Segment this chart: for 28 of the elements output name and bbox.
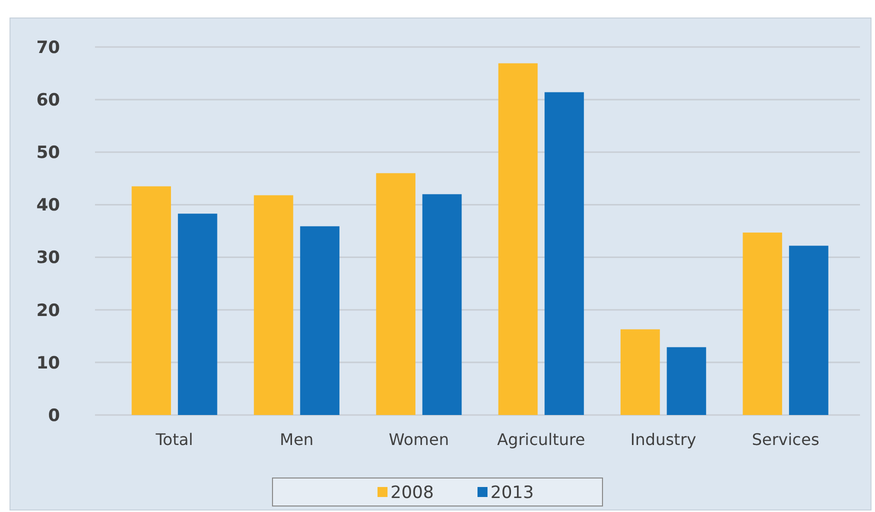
bar (498, 63, 538, 415)
legend-label: 2013 (490, 482, 534, 503)
bar (666, 347, 706, 415)
y-tick-label: 30 (36, 248, 60, 268)
bar (422, 194, 462, 415)
y-tick-label: 50 (36, 143, 60, 164)
y-tick-label: 60 (36, 90, 60, 111)
bar (376, 173, 416, 415)
y-tick-label: 0 (48, 406, 60, 426)
bar (132, 186, 171, 415)
x-tick-label: Total (154, 430, 194, 449)
bar (742, 232, 782, 415)
y-tick-label: 20 (36, 300, 60, 321)
y-tick-label: 70 (36, 38, 60, 58)
bar (544, 92, 584, 415)
bar (620, 329, 660, 415)
legend-label: 2008 (390, 482, 434, 503)
y-tick-label: 10 (36, 353, 60, 374)
x-tick-label: Agriculture (497, 430, 586, 449)
bar (178, 214, 218, 415)
bar (254, 195, 294, 415)
bar (789, 246, 828, 415)
x-tick-label: Women (388, 430, 450, 449)
y-tick-label: 40 (36, 196, 60, 216)
x-tick-label: Industry (630, 430, 696, 449)
x-tick-label: Services (752, 430, 820, 449)
x-tick-label: Men (280, 430, 314, 449)
bar (300, 226, 340, 415)
